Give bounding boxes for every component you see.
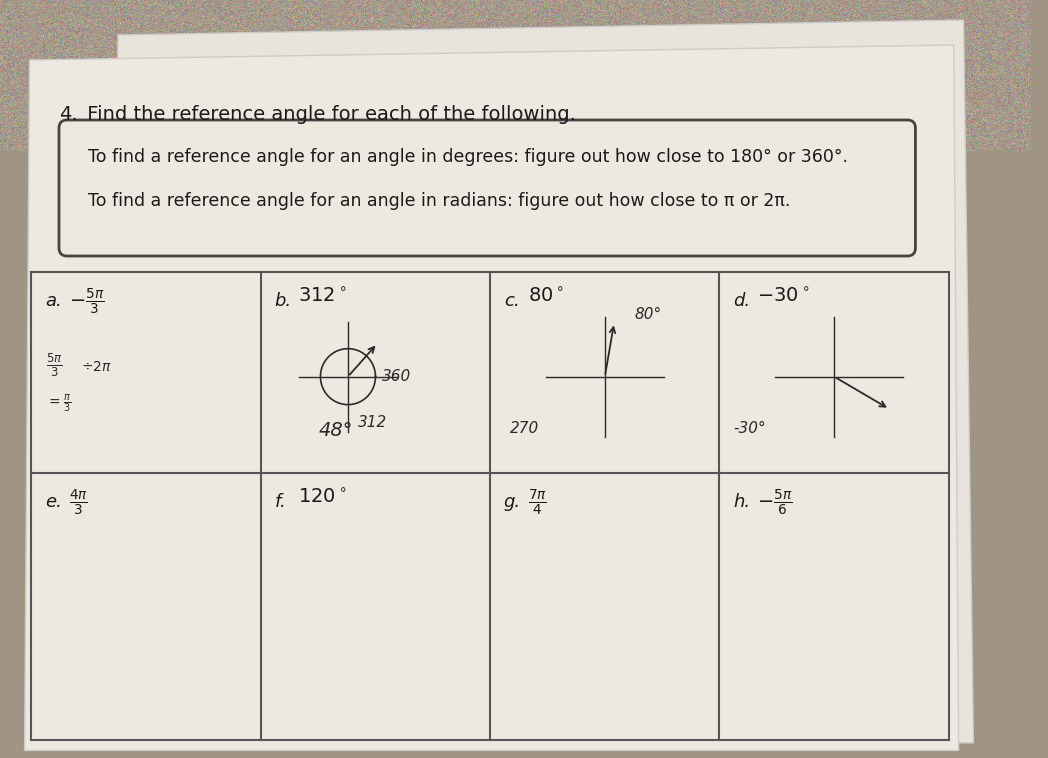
Text: $= \frac{\pi}{3}$: $= \frac{\pi}{3}$: [46, 392, 71, 414]
Text: 312: 312: [357, 415, 387, 430]
Text: 48°: 48°: [319, 421, 352, 440]
Text: d.: d.: [734, 292, 750, 310]
Text: e.: e.: [45, 493, 62, 511]
Text: To find a reference angle for an angle in degrees: figure out how close to 180° : To find a reference angle for an angle i…: [88, 148, 849, 166]
Text: 4.: 4.: [59, 105, 78, 124]
Polygon shape: [108, 20, 974, 743]
Polygon shape: [24, 45, 959, 750]
Polygon shape: [31, 272, 948, 740]
Text: To find a reference angle for an angle in radians: figure out how close to π or : To find a reference angle for an angle i…: [88, 192, 791, 210]
Text: $\div 2\pi$: $\div 2\pi$: [81, 360, 111, 374]
Text: 270: 270: [509, 421, 539, 437]
FancyBboxPatch shape: [59, 120, 915, 256]
Text: Find the reference angle for each of the following.: Find the reference angle for each of the…: [81, 105, 575, 124]
Text: $-\frac{5\pi}{3}$: $-\frac{5\pi}{3}$: [69, 287, 104, 317]
Text: a.: a.: [45, 292, 62, 310]
Text: $312^\circ$: $312^\circ$: [299, 287, 347, 306]
Text: -30°: -30°: [734, 421, 766, 437]
Text: $\frac{7\pi}{4}$: $\frac{7\pi}{4}$: [527, 488, 547, 518]
Text: $\frac{5\pi}{3}$: $\frac{5\pi}{3}$: [46, 352, 63, 380]
Text: $-\frac{5\pi}{6}$: $-\frac{5\pi}{6}$: [757, 488, 792, 518]
Text: h.: h.: [734, 493, 750, 511]
Text: 80°: 80°: [634, 307, 661, 321]
Text: f.: f.: [275, 493, 286, 511]
Text: $80^\circ$: $80^\circ$: [527, 287, 564, 306]
Text: $120^\circ$: $120^\circ$: [299, 488, 347, 507]
Text: c.: c.: [504, 292, 520, 310]
Text: $\frac{4\pi}{3}$: $\frac{4\pi}{3}$: [69, 488, 88, 518]
Text: 360: 360: [383, 368, 412, 384]
Text: g.: g.: [504, 493, 521, 511]
Text: $-30^\circ$: $-30^\circ$: [757, 287, 809, 306]
Text: b.: b.: [275, 292, 291, 310]
